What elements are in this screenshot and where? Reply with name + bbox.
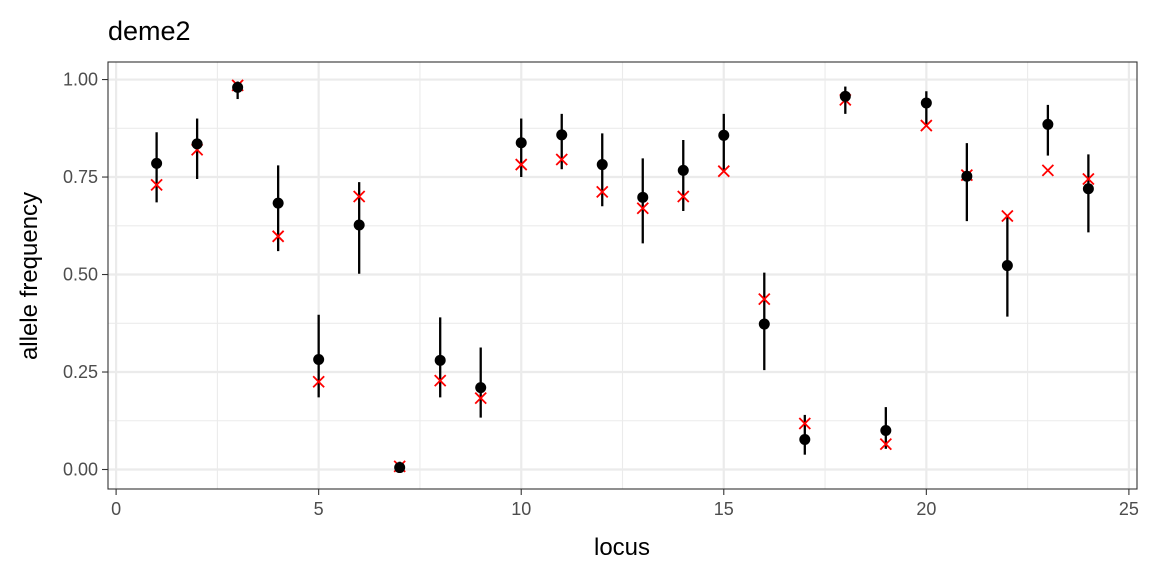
estimate-point [839,90,851,102]
truth-marker [353,190,366,203]
estimate-point [232,81,244,93]
truth-marker-stroke [515,158,528,171]
truth-marker-stroke [798,417,811,430]
truth-marker-stroke [150,178,163,191]
panel-border [107,61,1138,490]
estimate-point [394,462,406,474]
y-tick-label: 0.50 [63,265,98,285]
truth-marker-stroke [434,374,447,387]
estimate-point [718,129,730,141]
y-axis: 0.00 0.25 0.50 0.75 1.00 [63,70,108,480]
truth-marker [1041,164,1055,177]
y-axis-label: allele frequency [16,192,43,360]
truth-marker [920,119,933,132]
estimate-point [191,138,203,150]
estimate-point [596,159,608,171]
estimate-point [677,164,689,176]
truth-marker-stroke [758,292,771,306]
truth-marker-stroke [1001,209,1014,223]
estimate-point [1042,118,1054,130]
truth-marker-stroke [1041,164,1055,177]
x-tick-label: 25 [1119,499,1139,519]
estimate-point [1001,260,1013,272]
estimate-point [475,382,487,394]
truth-marker [636,202,649,215]
estimate-point [272,197,284,209]
truth-marker-stroke [312,375,325,388]
estimate-point [151,157,163,169]
y-tick-label: 0.00 [63,460,98,480]
x-tick-label: 5 [314,499,324,519]
y-tick-label: 1.00 [63,70,98,90]
chart-title: deme2 [108,16,191,46]
estimate-point [556,129,568,141]
estimate-point [434,354,446,366]
y-tick-label: 0.75 [63,167,98,187]
truth-marker [150,178,163,191]
truth-marker-stroke [555,153,568,166]
y-tick-label: 0.25 [63,362,98,382]
truth-marker [312,375,325,388]
truth-marker [596,185,609,198]
truth-marker [677,190,690,203]
truth-marker-stroke [353,190,366,203]
truth-marker [758,292,771,306]
truth-marker [555,153,568,166]
truth-marker [798,417,811,430]
truth-marker [474,392,487,405]
estimate-points [151,81,1094,474]
truth-marker-stroke [879,438,892,451]
truth-marker-stroke [1082,172,1095,186]
estimate-point [961,170,973,182]
estimate-point [1082,183,1094,195]
estimate-point [799,433,811,445]
truth-marker [1001,209,1014,223]
truth-marker-stroke [596,185,609,198]
truth-marker [515,158,528,171]
truth-marker [717,165,730,178]
truth-marker-stroke [636,202,649,215]
truth-markers [150,79,1095,473]
estimate-point [920,97,932,109]
estimate-point [880,425,892,437]
x-tick-label: 0 [111,499,121,519]
x-tick-label: 10 [511,499,531,519]
estimate-point [758,318,770,330]
x-axis-label: locus [594,534,650,561]
truth-marker-stroke [920,119,933,132]
estimate-point [637,191,649,203]
truth-marker [879,438,892,451]
truth-marker-stroke [474,392,487,405]
estimate-point [515,137,527,149]
estimate-point [353,219,365,231]
truth-marker-stroke [677,190,690,203]
x-tick-label: 15 [714,499,734,519]
grid [108,62,1137,489]
estimate-point [313,354,325,366]
truth-marker-stroke [717,165,730,178]
x-tick-label: 20 [916,499,936,519]
truth-marker [1082,172,1095,186]
truth-marker [434,374,447,387]
truth-marker [272,230,285,243]
truth-marker-stroke [272,230,285,243]
x-axis: 0 5 10 15 20 25 [111,489,1139,519]
